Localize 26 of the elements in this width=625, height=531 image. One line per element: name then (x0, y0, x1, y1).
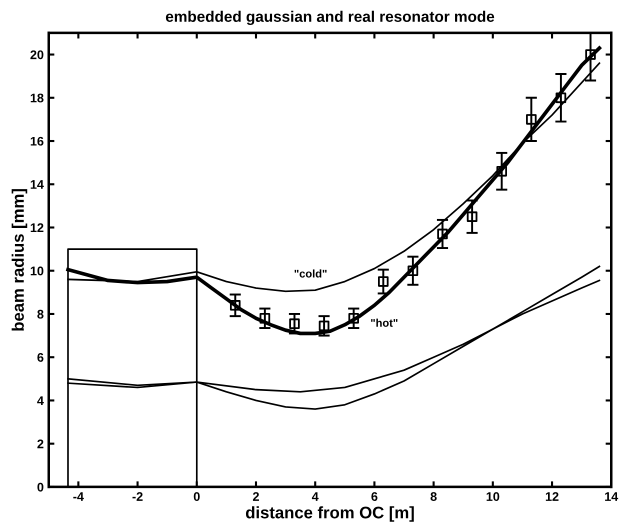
y-tick-label: 2 (37, 439, 44, 448)
x-tick-label: 0 (194, 492, 200, 501)
x-tick-label: 8 (430, 492, 437, 501)
annotation: "cold" (294, 269, 327, 278)
x-tick-label: 10 (486, 492, 500, 501)
y-tick-label: 12 (30, 223, 44, 232)
x-tick-label: 12 (546, 492, 558, 501)
x-tick-label: -2 (132, 492, 143, 501)
y-tick-label: 8 (37, 310, 44, 319)
y-tick-label: 18 (30, 94, 44, 102)
y-axis-title: beam radius [mm] (12, 189, 28, 331)
x-tick-label: 14 (605, 492, 618, 501)
y-tick-label: 4 (37, 396, 44, 405)
y-tick-label: 16 (30, 136, 44, 146)
y-tick-label: 14 (30, 180, 44, 189)
x-tick-label: 4 (312, 492, 319, 501)
y-tick-label: 20 (30, 50, 44, 60)
chart-title: embedded gaussian and real resonator mode (166, 10, 494, 26)
y-tick-label: 6 (37, 353, 44, 362)
y-tick-label: 0 (37, 482, 44, 492)
x-tick-label: 6 (371, 492, 378, 501)
x-axis-title: distance from OC [m] (246, 506, 414, 522)
y-tick-label: 10 (30, 266, 44, 276)
x-tick-label: 2 (252, 492, 259, 501)
x-tick-label: -4 (73, 492, 84, 501)
annotation: "hot" (371, 318, 398, 327)
